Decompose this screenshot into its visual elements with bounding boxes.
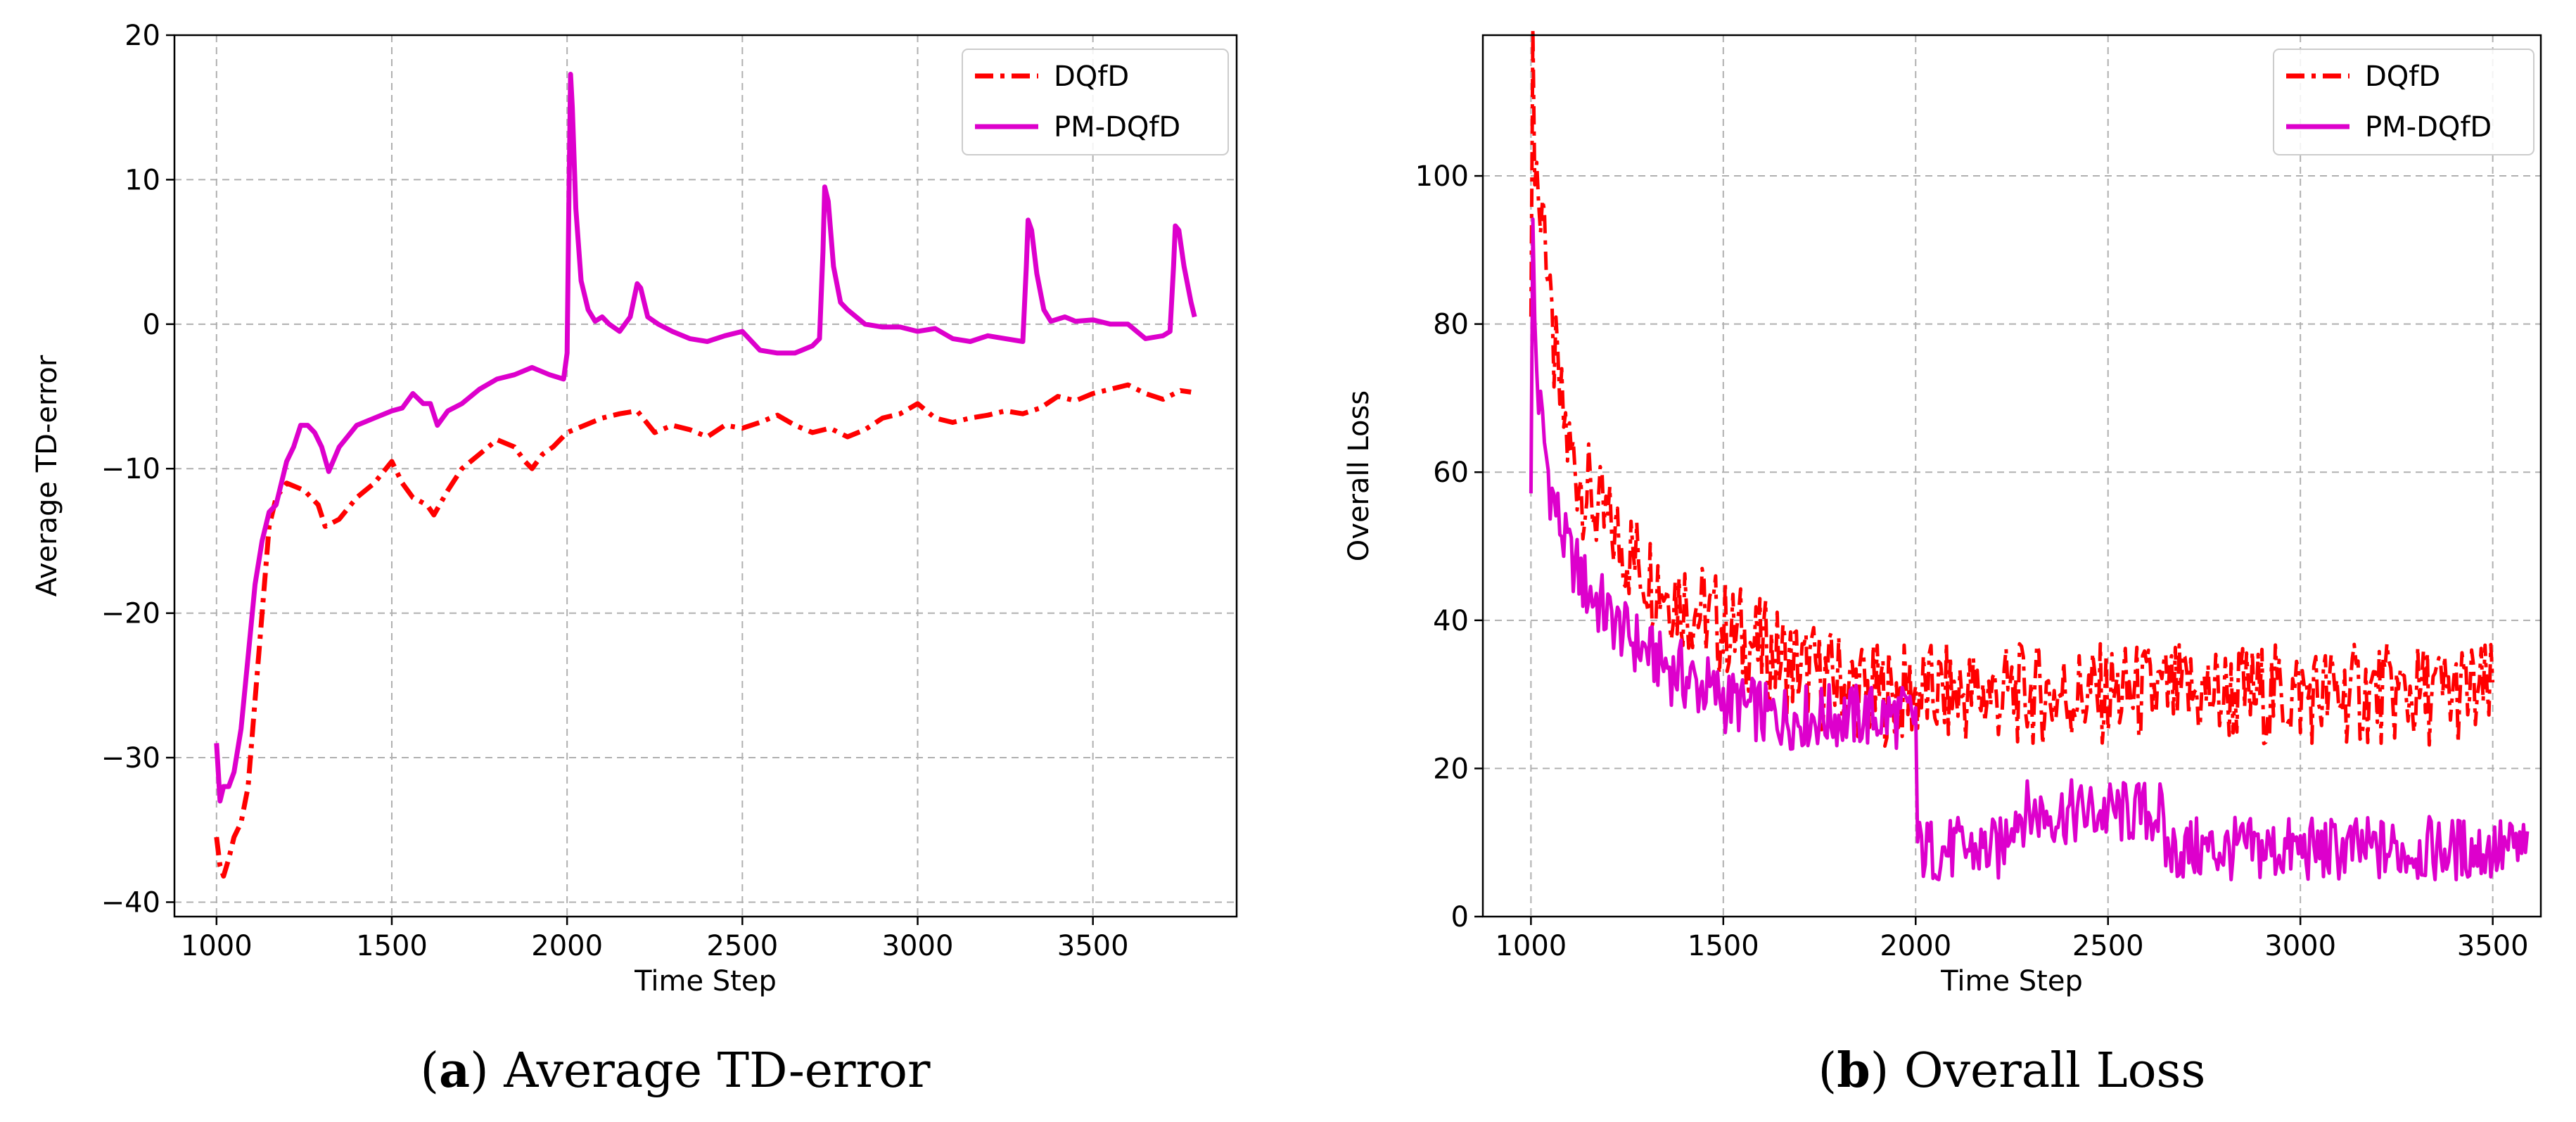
panel-a-average-td-error: 1000 1500 2000 2500 3000 3500 −40 −30 −20 −10 0 10 2… [31,20,1238,1099]
y-tick-label--10: −10 [101,453,160,485]
legend-label-pm-dqfd: PM-DQfD [1054,111,1180,144]
legend-label-dqfd: DQfD [2365,60,2440,93]
panel-b-caption-letter: (b) [1818,1043,1889,1099]
panel-b-ylabel: Overall Loss [1343,390,1375,561]
series-line-pm-dqfd [1529,217,2530,881]
panel-b-series [1529,27,2530,881]
x-tick-label-3000: 3000 [882,930,954,962]
y-tick-label-0: 0 [143,309,160,341]
y-tick-label-40: 40 [1433,605,1469,637]
panel-b-caption-letter-bold: b [1837,1043,1870,1099]
legend-label-dqfd: DQfD [1054,60,1129,93]
panel-a-ticks: 1000 1500 2000 2500 3000 3500 −40 −30 −20 −10 0 10 2… [101,20,1129,962]
y-tick-label-100: 100 [1415,160,1469,193]
x-tick-label-1000: 1000 [1495,930,1567,962]
x-tick-label-1500: 1500 [1688,930,1759,962]
y-tick-label-20: 20 [1433,753,1469,785]
y-tick-label-20: 20 [125,20,160,52]
panel-a-series [214,72,1197,879]
panel-b-legend: DQfD PM-DQfD [2273,49,2534,155]
panel-b-caption-text: Overall Loss [1889,1043,2205,1099]
x-tick-label-3500: 3500 [1057,930,1129,962]
x-tick-label-3500: 3500 [2457,930,2529,962]
panel-a-caption-letter-bold: a [439,1043,470,1099]
series-line-dqfd [214,382,1192,879]
legend-label-pm-dqfd: PM-DQfD [2365,111,2492,144]
x-tick-label-3000: 3000 [2264,930,2336,962]
panel-a-ylabel: Average TD-error [31,355,63,597]
x-tick-label-2500: 2500 [706,930,778,962]
x-tick-label-1000: 1000 [181,930,253,962]
panel-b-caption: (b) Overall Loss [1818,1043,2206,1099]
x-tick-label-2000: 2000 [1880,930,1951,962]
panel-b-ticks: 1000 1500 2000 2500 3000 3500 0 20 40 60 80 100 [1415,160,2529,962]
y-tick-label-80: 80 [1433,309,1469,341]
x-tick-label-2000: 2000 [531,930,603,962]
panel-b-overall-loss: 1000 1500 2000 2500 3000 3500 0 20 40 60 80 100 Tim… [1343,27,2542,1099]
panel-b-xlabel: Time Step [1940,965,2083,997]
panel-b-axes-frame [1481,34,2542,918]
y-tick-label--30: −30 [101,742,160,774]
panel-a-legend: DQfD PM-DQfD [962,49,1229,155]
panel-a-axes-frame [173,34,1238,918]
x-tick-label-2500: 2500 [2072,930,2144,962]
y-tick-label--20: −20 [101,598,160,630]
series-line-pm-dqfd [214,72,1197,804]
panel-a-caption: (a) Average TD-error [421,1043,931,1099]
panel-a-caption-text: Average TD-error [489,1043,931,1099]
x-tick-label-1500: 1500 [356,930,428,962]
y-tick-label-10: 10 [125,164,160,196]
y-tick-label--40: −40 [101,886,160,919]
y-tick-label-0: 0 [1451,901,1469,933]
panel-a-caption-letter: (a) [421,1043,489,1099]
panel-a-xlabel: Time Step [634,965,777,997]
y-tick-label-60: 60 [1433,457,1469,489]
series-line-dqfd [1529,27,2495,748]
